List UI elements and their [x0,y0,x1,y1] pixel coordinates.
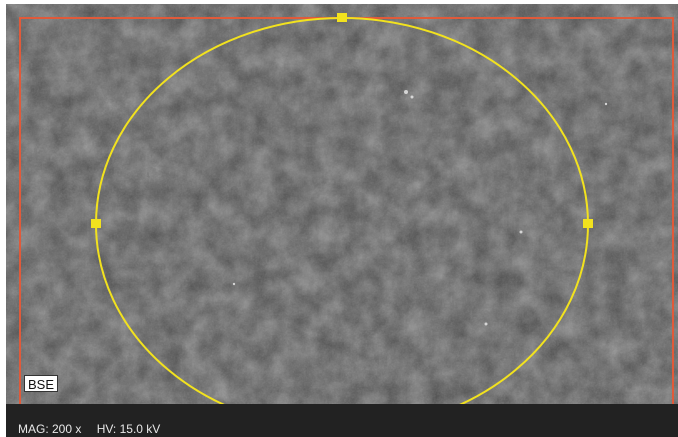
status-bar: MAG: 200 x HV: 15.0 kV [6,404,678,437]
magnification-readout: MAG: 200 x [18,422,82,436]
voltage-readout: HV: 15.0 kV [96,422,161,436]
micrograph-texture [6,4,678,404]
roi-handle-left[interactable] [91,219,101,228]
detector-badge: BSE [24,375,59,392]
roi-handle-top[interactable] [337,13,347,22]
roi-handle-right[interactable] [583,219,593,228]
sem-micrograph [6,4,678,404]
